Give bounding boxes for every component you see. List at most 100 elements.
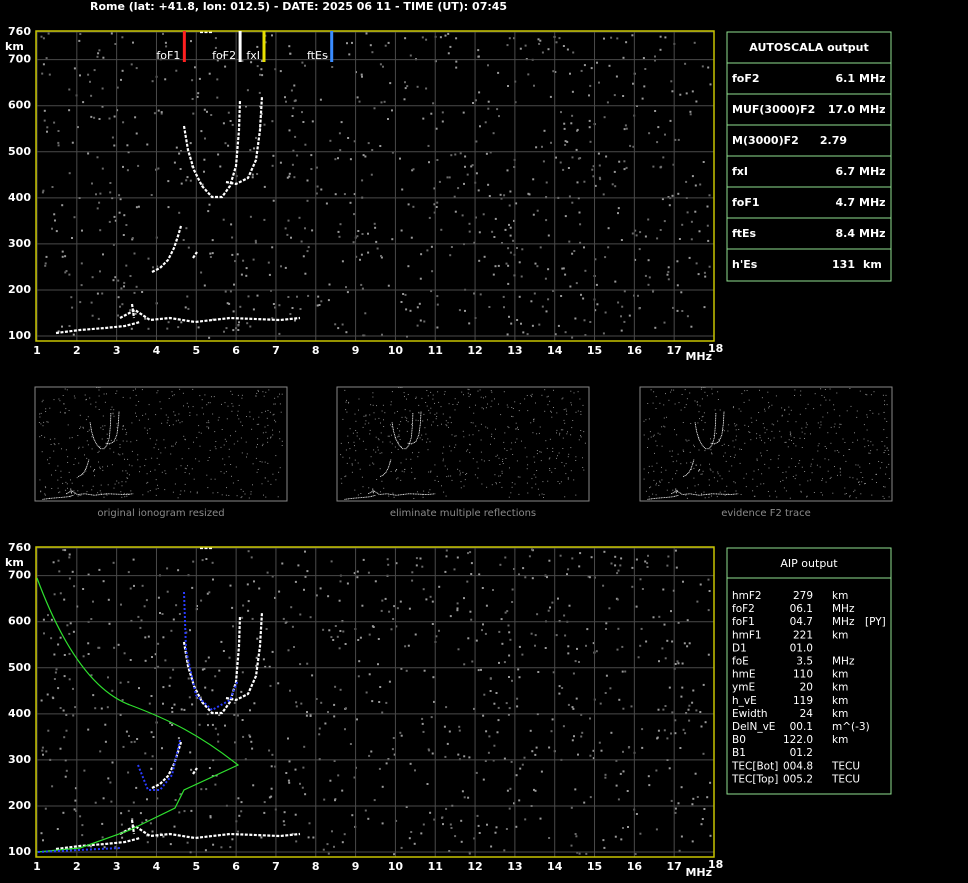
noise bbox=[886, 421, 888, 422]
noise bbox=[121, 69, 124, 72]
noise bbox=[523, 756, 526, 759]
noise bbox=[163, 439, 165, 441]
noise bbox=[363, 415, 365, 417]
noise bbox=[648, 465, 650, 467]
noise bbox=[672, 478, 673, 480]
noise bbox=[764, 463, 766, 465]
aip-cell: km bbox=[832, 708, 848, 720]
noise bbox=[120, 603, 122, 606]
noise bbox=[859, 390, 861, 392]
noise bbox=[616, 572, 619, 575]
noise bbox=[299, 308, 302, 310]
noise bbox=[450, 450, 452, 452]
noise bbox=[849, 496, 851, 498]
noise bbox=[206, 404, 208, 406]
noise bbox=[85, 399, 87, 401]
noise bbox=[695, 491, 697, 493]
noise bbox=[44, 436, 46, 438]
noise bbox=[191, 703, 194, 706]
noise bbox=[872, 412, 874, 414]
noise bbox=[122, 121, 125, 124]
noise bbox=[87, 431, 89, 432]
noise bbox=[672, 461, 674, 463]
marker-label: foF1 bbox=[156, 49, 180, 62]
noise bbox=[103, 393, 105, 395]
noise bbox=[387, 41, 390, 44]
noise bbox=[552, 671, 555, 674]
noise bbox=[240, 437, 242, 439]
noise bbox=[272, 414, 274, 416]
noise bbox=[414, 769, 416, 772]
noise bbox=[648, 472, 649, 474]
noise bbox=[695, 709, 698, 712]
noise bbox=[774, 490, 776, 492]
noise bbox=[743, 477, 745, 479]
noise bbox=[438, 401, 440, 403]
noise bbox=[225, 471, 227, 473]
noise bbox=[378, 417, 380, 419]
noise bbox=[230, 435, 231, 437]
noise bbox=[488, 460, 490, 461]
noise bbox=[468, 395, 470, 397]
aip-cell: 20 bbox=[800, 682, 813, 694]
noise bbox=[605, 674, 608, 677]
noise bbox=[793, 443, 795, 445]
noise bbox=[470, 618, 473, 621]
noise bbox=[551, 471, 553, 473]
noise bbox=[468, 434, 470, 436]
noise bbox=[334, 625, 337, 627]
noise bbox=[798, 462, 800, 464]
noise bbox=[468, 852, 471, 855]
noise bbox=[801, 431, 803, 433]
noise bbox=[290, 89, 293, 92]
noise bbox=[524, 576, 527, 579]
noise bbox=[711, 393, 713, 395]
noise bbox=[690, 461, 692, 463]
noise bbox=[241, 452, 243, 454]
noise bbox=[567, 652, 570, 655]
y-tick-label: 200 bbox=[8, 283, 31, 296]
noise bbox=[489, 690, 492, 692]
noise bbox=[670, 391, 672, 393]
noise bbox=[426, 783, 429, 785]
noise bbox=[708, 590, 711, 592]
noise bbox=[836, 450, 838, 451]
noise bbox=[74, 787, 77, 790]
noise bbox=[576, 851, 579, 854]
noise bbox=[159, 832, 162, 835]
noise bbox=[68, 678, 71, 681]
noise bbox=[377, 663, 379, 666]
noise bbox=[600, 749, 603, 752]
noise bbox=[271, 120, 274, 123]
noise bbox=[564, 496, 566, 498]
noise bbox=[620, 315, 622, 318]
noise bbox=[734, 425, 736, 427]
noise bbox=[208, 426, 210, 428]
noise bbox=[864, 483, 866, 484]
noise bbox=[157, 642, 160, 645]
noise bbox=[166, 590, 169, 593]
aip-box bbox=[726, 547, 892, 795]
noise bbox=[536, 453, 538, 455]
noise bbox=[863, 424, 865, 426]
noise bbox=[491, 436, 492, 438]
noise bbox=[329, 139, 332, 142]
noise bbox=[661, 198, 664, 201]
noise bbox=[117, 296, 120, 299]
noise bbox=[391, 109, 393, 112]
noise bbox=[216, 78, 219, 81]
noise bbox=[703, 412, 705, 414]
noise bbox=[257, 389, 259, 391]
noise bbox=[694, 446, 695, 448]
noise bbox=[427, 438, 429, 440]
noise bbox=[529, 729, 532, 732]
noise bbox=[475, 425, 477, 427]
noise bbox=[534, 461, 536, 463]
noise bbox=[262, 443, 264, 445]
noise bbox=[258, 423, 260, 425]
noise bbox=[443, 725, 446, 728]
noise bbox=[830, 442, 832, 444]
aip-cell: B0 bbox=[732, 734, 746, 746]
noise bbox=[133, 740, 136, 743]
noise bbox=[427, 449, 429, 451]
